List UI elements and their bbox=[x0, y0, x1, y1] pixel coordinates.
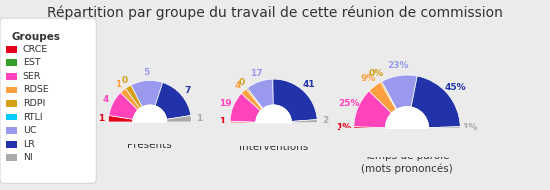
Wedge shape bbox=[248, 79, 273, 109]
Wedge shape bbox=[381, 81, 397, 110]
Bar bbox=[7, 154, 17, 161]
Wedge shape bbox=[354, 91, 392, 128]
Wedge shape bbox=[108, 116, 134, 122]
Text: RTLI: RTLI bbox=[23, 112, 42, 122]
Text: 23%: 23% bbox=[387, 62, 408, 70]
Circle shape bbox=[256, 105, 291, 140]
Bar bbox=[219, 123, 328, 170]
Text: 1%: 1% bbox=[337, 123, 351, 132]
Text: CRCE: CRCE bbox=[23, 45, 48, 54]
Bar bbox=[7, 100, 17, 107]
Text: 0%: 0% bbox=[368, 69, 384, 78]
Wedge shape bbox=[428, 127, 460, 128]
Wedge shape bbox=[166, 116, 191, 122]
Wedge shape bbox=[125, 85, 142, 108]
Bar bbox=[340, 128, 474, 186]
Text: 4: 4 bbox=[103, 95, 109, 104]
Wedge shape bbox=[369, 82, 397, 113]
Wedge shape bbox=[354, 127, 386, 128]
Text: Groupes: Groupes bbox=[12, 32, 61, 42]
Circle shape bbox=[133, 105, 167, 139]
Text: 19: 19 bbox=[219, 99, 232, 108]
Text: RDPI: RDPI bbox=[23, 99, 45, 108]
Wedge shape bbox=[411, 76, 460, 128]
Text: 9%: 9% bbox=[361, 74, 376, 83]
Text: 45%: 45% bbox=[444, 83, 466, 92]
Text: 0: 0 bbox=[239, 78, 245, 87]
Wedge shape bbox=[230, 121, 256, 123]
Text: 5: 5 bbox=[143, 68, 149, 78]
Text: Présents: Présents bbox=[128, 140, 172, 150]
Text: 0: 0 bbox=[121, 76, 127, 85]
Wedge shape bbox=[131, 80, 163, 107]
Bar bbox=[7, 86, 17, 93]
Bar bbox=[7, 127, 17, 134]
Circle shape bbox=[386, 107, 428, 150]
Text: 1: 1 bbox=[98, 114, 104, 123]
Wedge shape bbox=[230, 93, 261, 122]
Text: 1%: 1% bbox=[463, 123, 477, 132]
Text: Répartition par groupe du travail de cette réunion de commission: Répartition par groupe du travail de cet… bbox=[47, 6, 503, 20]
Wedge shape bbox=[291, 120, 317, 123]
Text: SER: SER bbox=[23, 72, 41, 81]
Wedge shape bbox=[120, 88, 140, 110]
Bar bbox=[98, 122, 202, 167]
Wedge shape bbox=[109, 93, 138, 119]
Bar bbox=[7, 73, 17, 80]
Wedge shape bbox=[246, 88, 263, 109]
Text: 1: 1 bbox=[196, 114, 202, 123]
Text: 41: 41 bbox=[302, 80, 315, 89]
Bar bbox=[7, 46, 17, 53]
Polygon shape bbox=[256, 105, 291, 123]
Wedge shape bbox=[273, 79, 317, 121]
Polygon shape bbox=[386, 107, 428, 128]
Text: NI: NI bbox=[23, 153, 32, 162]
Text: 2: 2 bbox=[322, 116, 328, 125]
Text: 25%: 25% bbox=[338, 99, 360, 108]
Polygon shape bbox=[133, 105, 167, 122]
Text: EST: EST bbox=[23, 58, 40, 67]
Text: 17: 17 bbox=[250, 70, 263, 78]
Bar bbox=[7, 114, 17, 120]
Text: 1: 1 bbox=[115, 80, 121, 89]
Text: 1: 1 bbox=[219, 117, 225, 126]
Text: Interventions: Interventions bbox=[239, 142, 308, 152]
Bar bbox=[7, 141, 17, 148]
Text: Temps de parole
(mots prononcés): Temps de parole (mots prononcés) bbox=[361, 151, 453, 173]
Wedge shape bbox=[241, 89, 262, 111]
Circle shape bbox=[133, 105, 167, 139]
Text: 7: 7 bbox=[184, 86, 190, 95]
Circle shape bbox=[256, 105, 291, 140]
Text: UC: UC bbox=[23, 126, 36, 135]
Bar bbox=[7, 59, 17, 66]
Circle shape bbox=[386, 107, 428, 150]
Wedge shape bbox=[155, 82, 191, 119]
FancyBboxPatch shape bbox=[0, 18, 96, 183]
Wedge shape bbox=[382, 75, 417, 109]
Text: RDSE: RDSE bbox=[23, 86, 48, 94]
Text: LR: LR bbox=[23, 140, 35, 149]
Text: 4: 4 bbox=[235, 81, 241, 90]
